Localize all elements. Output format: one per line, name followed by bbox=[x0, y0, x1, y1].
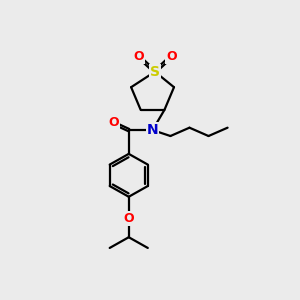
Text: N: N bbox=[147, 123, 158, 137]
Text: O: O bbox=[108, 116, 119, 129]
Text: S: S bbox=[150, 65, 160, 79]
Text: O: O bbox=[133, 50, 144, 63]
Text: O: O bbox=[166, 50, 177, 63]
Text: O: O bbox=[123, 212, 134, 225]
